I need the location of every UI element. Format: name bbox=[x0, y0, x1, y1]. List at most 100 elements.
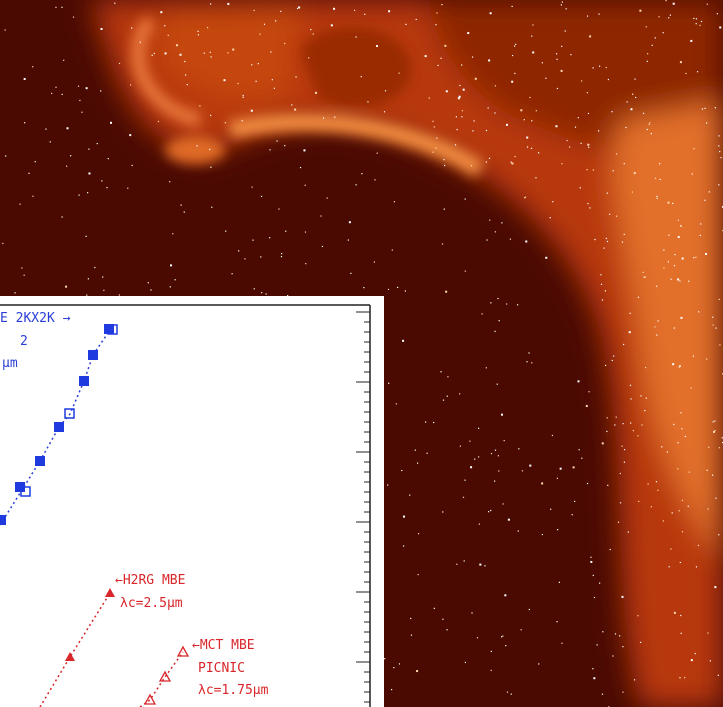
star bbox=[494, 331, 495, 332]
star bbox=[678, 442, 679, 443]
star bbox=[269, 149, 270, 150]
star bbox=[367, 101, 368, 102]
star bbox=[502, 635, 503, 636]
star bbox=[384, 111, 385, 112]
star bbox=[70, 155, 71, 156]
annotation: PICNIC bbox=[198, 661, 245, 676]
star bbox=[701, 21, 702, 22]
star bbox=[131, 27, 132, 28]
star bbox=[463, 89, 465, 91]
star bbox=[278, 208, 279, 209]
star bbox=[681, 633, 682, 634]
star bbox=[685, 436, 686, 437]
star bbox=[696, 18, 697, 19]
star bbox=[623, 344, 624, 345]
star bbox=[225, 231, 226, 232]
star bbox=[461, 116, 462, 117]
star bbox=[119, 63, 120, 64]
star bbox=[24, 122, 25, 123]
star bbox=[78, 195, 79, 196]
star bbox=[685, 73, 686, 74]
star bbox=[252, 240, 253, 241]
star bbox=[706, 358, 707, 359]
star bbox=[463, 497, 464, 498]
star bbox=[32, 66, 33, 67]
star bbox=[363, 287, 364, 288]
star bbox=[695, 257, 696, 258]
star bbox=[506, 124, 508, 126]
star bbox=[715, 327, 716, 328]
star bbox=[624, 234, 625, 235]
star bbox=[625, 127, 626, 128]
star bbox=[275, 20, 276, 21]
star bbox=[639, 10, 641, 12]
star bbox=[647, 53, 648, 54]
star bbox=[261, 196, 262, 197]
star bbox=[565, 30, 566, 31]
star bbox=[238, 250, 239, 251]
star bbox=[713, 431, 715, 433]
star bbox=[388, 383, 389, 384]
star bbox=[436, 12, 437, 13]
star bbox=[114, 3, 115, 4]
star bbox=[645, 367, 646, 368]
star bbox=[616, 417, 617, 418]
star bbox=[622, 242, 623, 243]
star bbox=[521, 629, 522, 630]
star bbox=[611, 111, 612, 112]
star bbox=[79, 100, 80, 101]
star bbox=[529, 97, 530, 98]
star bbox=[478, 428, 479, 429]
star bbox=[587, 483, 588, 484]
star bbox=[19, 204, 20, 205]
star bbox=[398, 73, 399, 74]
star bbox=[718, 135, 719, 136]
star bbox=[281, 256, 282, 257]
star bbox=[518, 448, 519, 449]
star bbox=[470, 466, 472, 468]
star bbox=[392, 249, 393, 250]
star bbox=[374, 179, 375, 180]
star bbox=[443, 400, 444, 401]
star bbox=[447, 396, 448, 397]
star bbox=[495, 231, 496, 232]
star bbox=[119, 294, 120, 295]
star bbox=[491, 651, 492, 652]
star bbox=[552, 435, 553, 436]
star bbox=[668, 202, 670, 204]
star bbox=[303, 149, 305, 151]
star bbox=[657, 198, 658, 199]
star bbox=[567, 140, 568, 141]
star bbox=[460, 446, 461, 447]
star bbox=[415, 450, 416, 451]
star bbox=[704, 200, 705, 201]
star bbox=[498, 470, 499, 471]
star bbox=[385, 90, 386, 91]
star bbox=[593, 677, 595, 679]
star bbox=[435, 24, 436, 25]
star bbox=[284, 43, 285, 44]
star bbox=[531, 36, 532, 37]
star bbox=[456, 129, 457, 130]
star bbox=[269, 237, 270, 238]
star bbox=[606, 431, 607, 432]
star bbox=[441, 58, 442, 59]
star bbox=[607, 417, 608, 418]
star bbox=[691, 387, 692, 388]
star bbox=[51, 93, 52, 94]
star bbox=[718, 184, 719, 185]
star bbox=[459, 85, 460, 86]
star bbox=[634, 679, 635, 680]
star bbox=[580, 143, 581, 144]
star bbox=[573, 466, 575, 468]
star bbox=[354, 10, 355, 11]
star bbox=[405, 290, 406, 291]
star bbox=[589, 35, 591, 37]
star bbox=[527, 146, 528, 147]
star bbox=[5, 155, 6, 156]
star bbox=[524, 119, 525, 120]
star bbox=[24, 78, 26, 80]
star bbox=[673, 424, 674, 425]
star bbox=[704, 108, 705, 109]
star bbox=[606, 238, 607, 239]
